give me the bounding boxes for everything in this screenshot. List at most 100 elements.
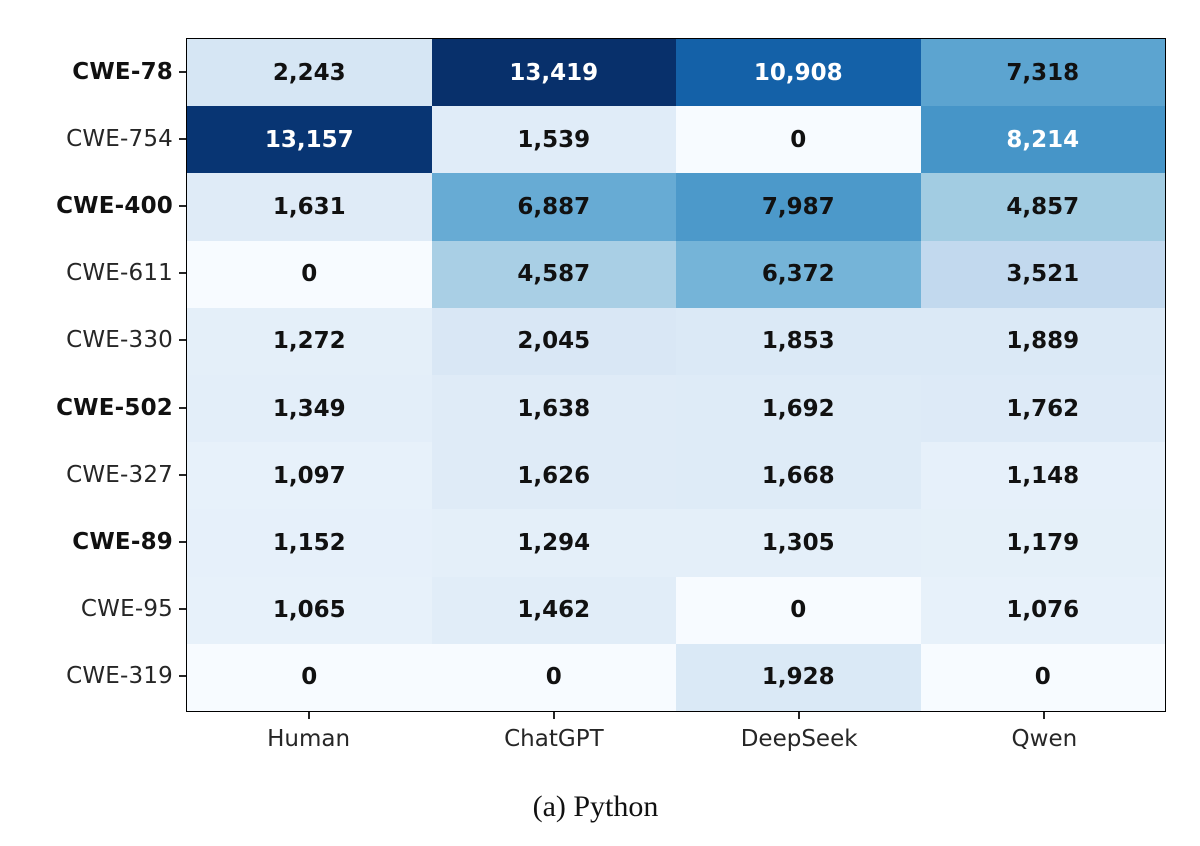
axis-spacer xyxy=(25,712,186,752)
x-axis-label-cell: Human xyxy=(186,712,431,752)
cell-value: 1,928 xyxy=(761,664,835,691)
heatmap-cell: 4,587 xyxy=(431,240,676,308)
row-label: CWE-327 xyxy=(66,461,173,488)
heatmap-cell: 8,214 xyxy=(920,106,1165,174)
heatmap-cell: 3,521 xyxy=(920,240,1165,308)
heatmap-cell: 0 xyxy=(676,576,921,644)
heatmap-cell: 1,349 xyxy=(187,374,432,443)
row-label: CWE-95 xyxy=(80,596,173,623)
cell-value: 1,305 xyxy=(761,529,835,556)
heatmap-cell: 0 xyxy=(187,643,432,711)
y-axis-label-row: CWE-400 xyxy=(25,172,186,239)
cell-value: 8,214 xyxy=(1006,126,1080,153)
y-axis-label-row: CWE-754 xyxy=(25,105,186,172)
x-axis: Human ChatGPT DeepSeek Qwen xyxy=(186,712,1167,752)
cell-value: 1,148 xyxy=(1006,462,1080,489)
y-tick-mark xyxy=(179,406,186,409)
row-label: CWE-502 xyxy=(56,394,173,421)
cell-value: 6,372 xyxy=(761,261,835,288)
cell-value: 10,908 xyxy=(753,59,843,86)
y-axis-label-row: CWE-89 xyxy=(25,508,186,575)
cell-value: 1,853 xyxy=(761,328,835,355)
x-tick-mark xyxy=(307,712,310,719)
heatmap-cell: 1,152 xyxy=(187,509,432,577)
cell-value: 0 xyxy=(545,664,562,691)
x-axis-label-cell: DeepSeek xyxy=(677,712,922,752)
y-tick-mark xyxy=(179,70,186,73)
heatmap-cell: 1,889 xyxy=(920,307,1165,375)
cell-value: 1,626 xyxy=(517,462,591,489)
heatmap-cell: 0 xyxy=(187,240,432,308)
heatmap-grid: 2,243 13,419 10,908 7,318 13,157 1,539 0 8,214 1… xyxy=(186,38,1166,712)
heatmap-cell: 1,928 xyxy=(676,643,921,711)
heatmap-cell: 6,372 xyxy=(676,240,921,308)
cell-value: 2,243 xyxy=(272,59,346,86)
y-tick-mark xyxy=(179,137,186,140)
cell-value: 1,349 xyxy=(272,395,346,422)
heatmap-cell: 13,157 xyxy=(187,106,432,174)
x-axis-row: Human ChatGPT DeepSeek Qwen xyxy=(25,712,1200,752)
heatmap-cell: 10,908 xyxy=(676,39,921,107)
cell-value: 1,631 xyxy=(272,193,346,220)
cell-value: 1,462 xyxy=(517,597,591,624)
heatmap-cell: 2,243 xyxy=(187,39,432,107)
cell-value: 7,318 xyxy=(1006,59,1080,86)
heatmap-cell: 1,539 xyxy=(431,106,676,174)
row-label: CWE-78 xyxy=(72,58,173,85)
cell-value: 1,272 xyxy=(272,328,346,355)
row-label: CWE-754 xyxy=(66,125,173,152)
heatmap-cell: 1,272 xyxy=(187,307,432,375)
plot-area: CWE-78 CWE-754 CWE-400 CWE-611 CWE-330 CWE-50… xyxy=(25,38,1200,712)
heatmap-cell: 1,294 xyxy=(431,509,676,577)
row-label: CWE-319 xyxy=(66,663,173,690)
cell-value: 4,587 xyxy=(517,261,591,288)
heatmap-cell: 1,148 xyxy=(920,442,1165,510)
heatmap-cell: 6,887 xyxy=(431,173,676,241)
cell-value: 1,294 xyxy=(517,529,591,556)
y-axis: CWE-78 CWE-754 CWE-400 CWE-611 CWE-330 CWE-50… xyxy=(25,38,186,710)
row-label: CWE-400 xyxy=(56,192,173,219)
x-axis-label-cell: ChatGPT xyxy=(431,712,676,752)
y-axis-label-row: CWE-319 xyxy=(25,643,186,710)
heatmap-cell: 0 xyxy=(431,643,676,711)
cell-value: 1,668 xyxy=(761,462,835,489)
cell-value: 4,857 xyxy=(1006,193,1080,220)
heatmap-cell: 4,857 xyxy=(920,173,1165,241)
cell-value: 3,521 xyxy=(1006,261,1080,288)
y-axis-label-row: CWE-95 xyxy=(25,576,186,643)
cell-value: 13,157 xyxy=(264,126,354,153)
y-tick-mark xyxy=(179,675,186,678)
cell-value: 1,065 xyxy=(272,597,346,624)
heatmap-cell: 1,631 xyxy=(187,173,432,241)
row-label: CWE-89 xyxy=(72,528,173,555)
cell-value: 1,638 xyxy=(517,395,591,422)
figure-caption: (a) Python xyxy=(532,790,659,823)
heatmap-cell: 1,305 xyxy=(676,509,921,577)
row-label: CWE-611 xyxy=(66,260,173,287)
heatmap-cell: 0 xyxy=(676,106,921,174)
y-tick-mark xyxy=(179,473,186,476)
x-tick-mark xyxy=(798,712,801,719)
heatmap-cell: 1,638 xyxy=(431,374,676,443)
cell-value: 0 xyxy=(301,261,318,288)
column-label: DeepSeek xyxy=(740,726,858,752)
cell-value: 0 xyxy=(790,126,807,153)
column-label: ChatGPT xyxy=(504,726,604,752)
x-tick-mark xyxy=(1043,712,1046,719)
cell-value: 1,762 xyxy=(1006,395,1080,422)
y-axis-label-row: CWE-611 xyxy=(25,240,186,307)
cell-value: 1,539 xyxy=(517,126,591,153)
heatmap-cell: 1,065 xyxy=(187,576,432,644)
cell-value: 1,152 xyxy=(272,529,346,556)
column-label: Qwen xyxy=(1011,726,1078,752)
cell-value: 1,692 xyxy=(761,395,835,422)
cell-value: 6,887 xyxy=(517,193,591,220)
y-axis-label-row: CWE-330 xyxy=(25,307,186,374)
row-label: CWE-330 xyxy=(66,327,173,354)
cell-value: 0 xyxy=(301,664,318,691)
cell-value: 1,097 xyxy=(272,462,346,489)
cell-value: 0 xyxy=(790,597,807,624)
y-axis-label-row: CWE-78 xyxy=(25,38,186,105)
y-axis-label-row: CWE-327 xyxy=(25,441,186,508)
